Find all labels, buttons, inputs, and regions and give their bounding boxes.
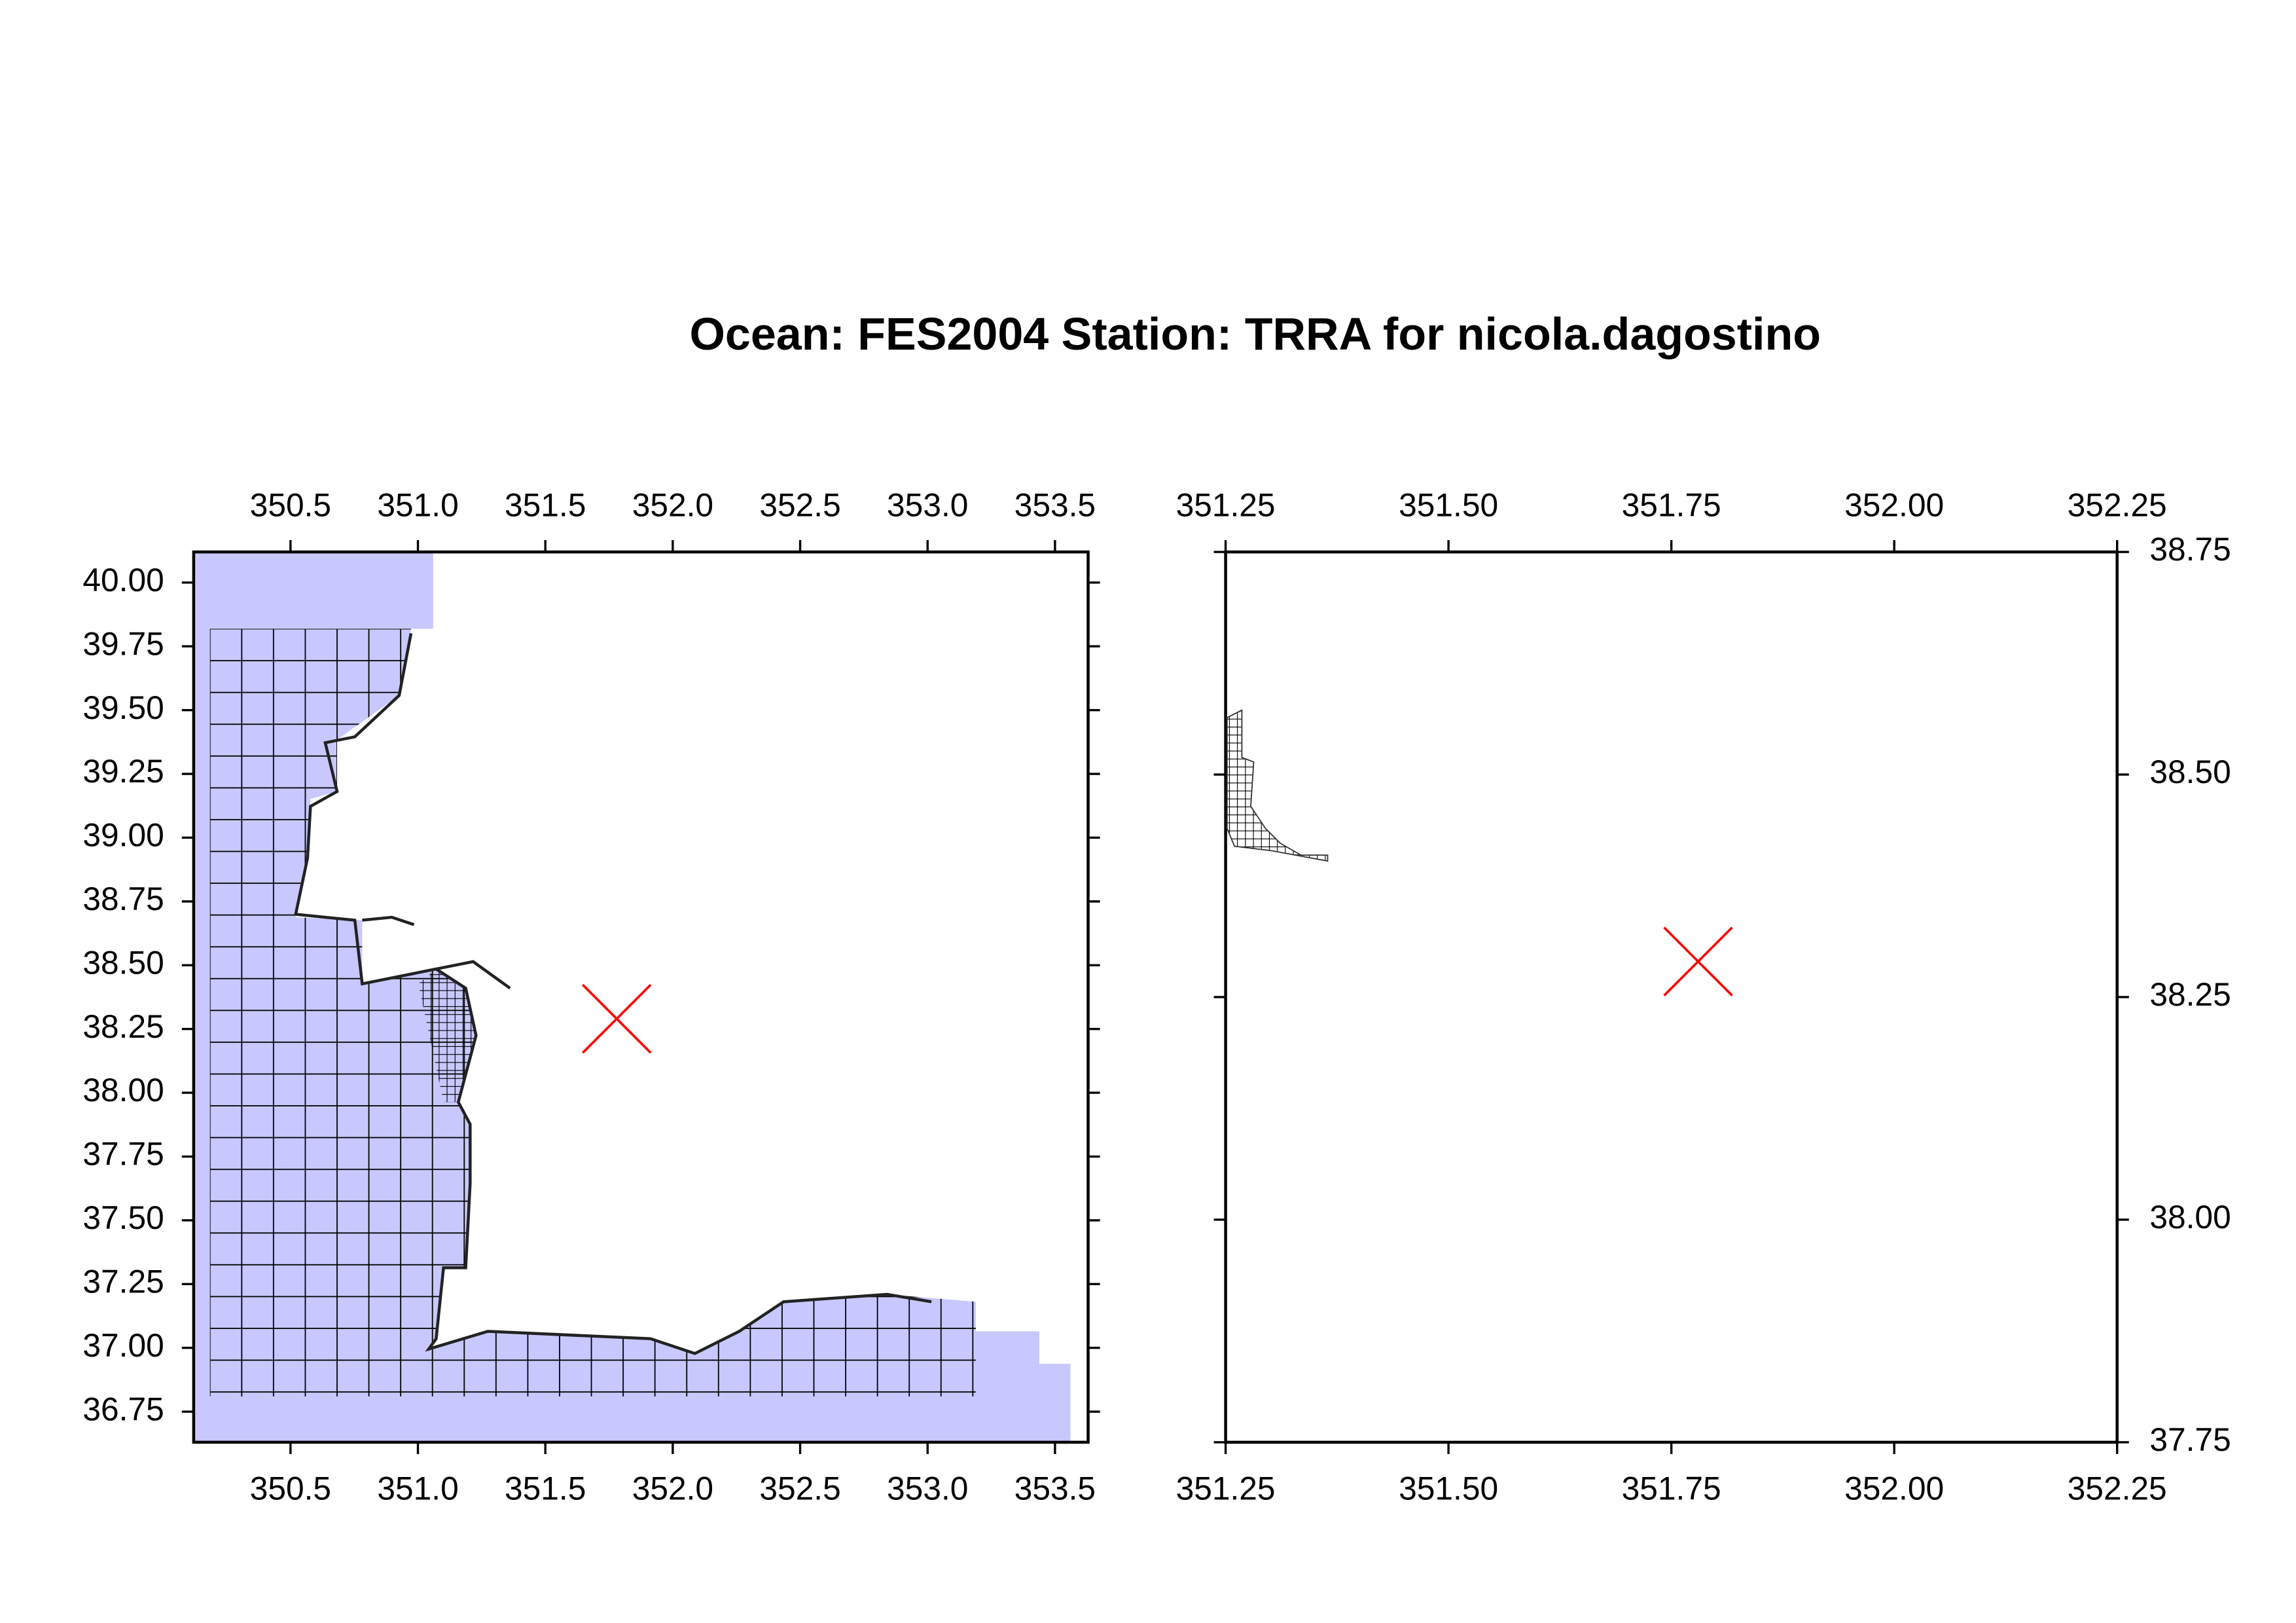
x-tick-label: 351.5 <box>505 1470 586 1507</box>
station-marker <box>1663 926 1733 996</box>
x-tick-label: 352.25 <box>2068 486 2167 523</box>
x-tick-label: 351.25 <box>1176 1470 1276 1507</box>
x-tick-label: 352.25 <box>2068 1470 2167 1507</box>
y-tick-label: 38.00 <box>82 1072 164 1108</box>
y-tick-label: 37.50 <box>82 1199 164 1236</box>
x-tick-label: 353.5 <box>1014 1470 1096 1507</box>
x-tick-label: 352.5 <box>759 1470 840 1507</box>
x-tick-label: 352.5 <box>759 486 840 523</box>
y-tick-label: 38.25 <box>82 1008 164 1045</box>
x-tick-label: 352.0 <box>632 1470 713 1507</box>
y-tick-label: 38.75 <box>82 881 164 917</box>
model-cells <box>209 629 976 1396</box>
x-tick-label: 353.0 <box>887 486 968 523</box>
x-tick-label: 351.0 <box>377 486 458 523</box>
x-tick-label: 350.5 <box>250 1470 331 1507</box>
map-frame <box>192 550 1090 1444</box>
sea-grid <box>193 552 1071 1442</box>
y-tick-label: 39.50 <box>82 689 164 726</box>
map-frame <box>1224 550 2119 1444</box>
y-tick-label: 37.00 <box>82 1327 164 1364</box>
fine-cells <box>418 969 476 1103</box>
x-tick-label: 350.5 <box>250 486 331 523</box>
y-tick-label: 38.00 <box>2149 1199 2231 1235</box>
y-tick-label: 38.50 <box>2149 754 2231 790</box>
x-tick-label: 352.0 <box>632 486 713 523</box>
x-tick-label: 351.5 <box>505 486 586 523</box>
x-tick-label: 351.0 <box>377 1470 458 1507</box>
y-tick-label: 37.75 <box>82 1136 164 1173</box>
y-tick-label: 38.25 <box>2149 976 2231 1013</box>
y-tick-label: 38.75 <box>2149 531 2231 568</box>
chart-title: Ocean: FES2004 Station: TRRA for nicola.… <box>689 308 1821 359</box>
y-tick-label: 36.75 <box>82 1391 164 1427</box>
y-tick-label: 39.75 <box>82 625 164 662</box>
x-tick-label: 352.00 <box>1844 1470 1944 1507</box>
x-tick-label: 351.50 <box>1399 1470 1498 1507</box>
x-tick-label: 352.00 <box>1844 486 1944 523</box>
y-tick-label: 38.50 <box>82 944 164 981</box>
x-tick-label: 353.5 <box>1014 486 1096 523</box>
x-tick-label: 351.50 <box>1399 486 1498 523</box>
coastline <box>1226 709 1329 862</box>
y-tick-label: 37.25 <box>82 1263 164 1300</box>
x-tick-label: 351.25 <box>1176 486 1276 523</box>
y-tick-label: 40.00 <box>82 562 164 598</box>
x-tick-label: 351.75 <box>1622 1470 1721 1507</box>
x-tick-label: 351.75 <box>1622 486 1721 523</box>
station-marker <box>581 983 652 1054</box>
y-tick-label: 39.00 <box>82 817 164 854</box>
y-tick-label: 37.75 <box>2149 1421 2231 1458</box>
coastline <box>294 632 932 1355</box>
x-tick-label: 353.0 <box>887 1470 968 1507</box>
y-tick-label: 39.25 <box>82 753 164 790</box>
